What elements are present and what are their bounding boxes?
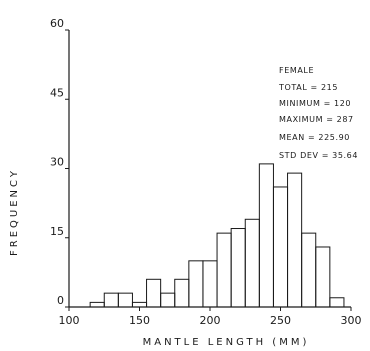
histogram-bar <box>188 260 204 308</box>
stats-minimum: MINIMUM = 120 <box>279 99 351 108</box>
y-axis-title: FREQUENCY <box>9 168 20 256</box>
x-tick-label: 150 <box>129 314 150 327</box>
y-tick-label: 15 <box>50 225 64 238</box>
x-tick-label: 100 <box>59 314 80 327</box>
histogram-bar <box>103 292 119 308</box>
stats-maximum: MAXIMUM = 287 <box>279 115 354 124</box>
y-tick-label: 0 <box>57 294 64 307</box>
histogram-bar <box>287 172 303 308</box>
stats-group-label: FEMALE <box>279 66 314 75</box>
histogram-bar <box>272 186 289 308</box>
histogram-bar <box>131 301 148 308</box>
histogram-bar <box>89 301 105 308</box>
histogram-bar <box>160 292 176 308</box>
histogram-bars <box>89 163 345 308</box>
histogram-bar <box>301 232 317 308</box>
stats-mean: MEAN = 225.90 <box>279 133 350 142</box>
x-tick-label: 300 <box>341 314 362 327</box>
histogram-bar <box>174 278 190 308</box>
histogram-bar <box>315 246 331 308</box>
histogram-bar <box>244 218 260 308</box>
summary-statistics: FEMALE TOTAL = 215 MINIMUM = 120 MAXIMUM… <box>278 66 358 160</box>
stats-total: TOTAL = 215 <box>278 83 338 92</box>
histogram-bar <box>117 292 133 308</box>
histogram-bar <box>202 260 218 308</box>
y-tick-label: 60 <box>50 17 64 30</box>
histogram-bar <box>216 232 232 308</box>
histogram-bar <box>146 278 162 308</box>
histogram-bar <box>230 228 246 308</box>
tick-labels: 100 150 200 250 300 0 15 30 45 60 <box>50 17 362 327</box>
histogram-bar <box>258 163 274 308</box>
stats-std-dev: STD DEV = 35.64 <box>279 151 358 160</box>
x-axis-title: MANTLE LENGTH (MM) <box>143 337 310 347</box>
y-tick-label: 45 <box>50 86 64 99</box>
y-tick-label: 30 <box>50 156 64 169</box>
x-tick-label: 200 <box>200 314 221 327</box>
x-tick-label: 250 <box>270 314 291 327</box>
histogram-bar <box>329 297 345 308</box>
